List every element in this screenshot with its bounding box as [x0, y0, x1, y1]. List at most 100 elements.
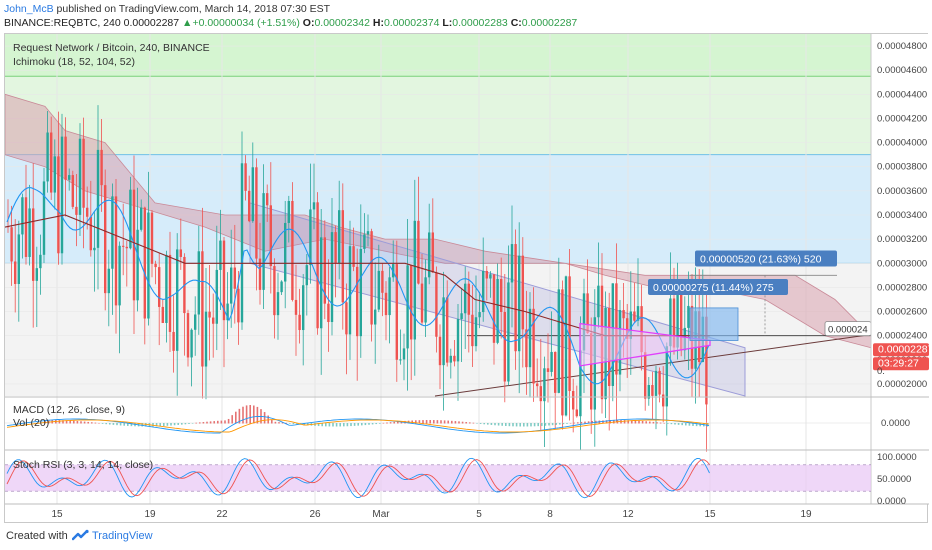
macd-bar	[91, 422, 93, 424]
macd-bar	[393, 421, 395, 424]
candle-body	[384, 292, 388, 316]
macd-bar	[94, 422, 97, 424]
candle-body	[374, 309, 377, 325]
candle-body	[165, 254, 168, 323]
macd-bar	[371, 423, 374, 425]
candle-body	[676, 288, 679, 348]
legend-ichimoku[interactable]: Ichimoku (18, 52, 104, 52)	[13, 56, 135, 68]
macd-line	[6, 415, 710, 434]
macd-bar	[544, 423, 547, 426]
right-box-text: 0.000024	[828, 325, 868, 336]
candle-body	[633, 311, 636, 321]
macd-bar	[364, 423, 367, 426]
candle-body	[546, 368, 550, 372]
macd-bar	[447, 420, 449, 424]
macd-bar	[184, 423, 187, 425]
candle-body	[572, 391, 575, 410]
macd-bar	[591, 421, 593, 424]
macd-bar	[274, 421, 277, 424]
macd-tick-label: 0.0000	[881, 418, 910, 429]
legend-title: Request Network / Bitcoin, 240, BINANCE	[13, 42, 210, 54]
macd-bar	[209, 421, 212, 424]
macd-bar	[433, 420, 435, 424]
macd-bar	[202, 422, 205, 424]
candle-body	[568, 276, 571, 392]
legend-volume[interactable]: Vol (20)	[13, 417, 50, 429]
candle-body	[255, 167, 258, 259]
time-tick-label: 5	[476, 509, 482, 520]
stoch-d-line	[6, 459, 710, 497]
range-label-large-bg	[695, 250, 837, 267]
price-tick-label: 0.00004000	[877, 138, 927, 149]
macd-bar	[584, 421, 586, 424]
macd-bar	[645, 421, 647, 424]
candle-body	[53, 156, 56, 193]
candle-body	[168, 254, 172, 332]
legend-macd[interactable]: MACD (12, 26, close, 9)	[13, 404, 126, 416]
macd-bar	[130, 423, 133, 427]
stoch-k-line	[6, 457, 710, 499]
tradingview-logo-icon	[72, 529, 89, 541]
macd-bar	[425, 420, 428, 424]
candle-body	[435, 272, 438, 337]
candle-body	[194, 314, 197, 330]
candle-body	[438, 336, 442, 366]
candle-body	[251, 167, 254, 222]
candle-body	[478, 312, 481, 318]
macd-bar	[476, 423, 478, 424]
macd-bar	[220, 420, 223, 424]
price-axis-bg	[871, 34, 929, 504]
candle-body	[431, 232, 434, 273]
candle-body	[424, 277, 427, 323]
candle-body	[147, 212, 150, 319]
chart-canvas[interactable]: 0.00000520 (21.63%) 520 0.00000275 (11.44…	[5, 34, 929, 524]
open-label: O:	[302, 17, 315, 29]
footer: Created with TradingView	[0, 523, 932, 550]
candle-body	[208, 311, 211, 318]
macd-bar	[357, 423, 359, 426]
macd-bar	[652, 421, 655, 424]
candle-body	[356, 266, 359, 337]
macd-bar	[328, 423, 331, 427]
macd-bar	[224, 420, 226, 424]
candle-body	[204, 311, 208, 367]
last-price: 0.00002287	[123, 17, 180, 29]
candle-body	[71, 175, 74, 207]
candle-body	[197, 251, 200, 315]
candle-body	[654, 370, 658, 396]
macd-bar	[170, 423, 172, 426]
candle-body	[467, 283, 470, 315]
candle-body	[93, 247, 96, 251]
macd-bar	[123, 423, 125, 426]
candle-body	[428, 232, 431, 278]
macd-bar	[332, 423, 334, 427]
price-tick-label: 0.00004400	[877, 89, 927, 100]
candle-body	[413, 220, 416, 340]
macd-bar	[443, 420, 446, 424]
candle-body	[111, 196, 114, 269]
legend-stoch-rsi[interactable]: Stoch RSI (3, 3, 14, 14, close)	[13, 459, 154, 471]
macd-bar	[541, 423, 543, 426]
candle-body	[669, 298, 672, 347]
chart-frame[interactable]: 0.00000520 (21.63%) 520 0.00000275 (11.44…	[4, 33, 929, 524]
macd-bar	[155, 423, 158, 427]
macd-bar	[278, 422, 280, 424]
price-tick-label: 0.00003800	[877, 162, 927, 173]
tradingview-brand[interactable]: TradingView	[92, 530, 153, 542]
candle-body	[514, 244, 517, 352]
author-link[interactable]: John_McB	[4, 3, 54, 15]
macd-bar	[667, 423, 669, 424]
macd-bar	[526, 423, 529, 427]
candle-body	[258, 258, 262, 290]
macd-bar	[62, 420, 64, 424]
candle-body	[492, 274, 496, 343]
candle-body	[496, 278, 499, 343]
macd-bar	[80, 421, 82, 424]
candle-body	[662, 394, 665, 407]
macd-bar	[422, 420, 424, 424]
candle-body	[305, 265, 308, 286]
macd-bar	[296, 423, 298, 425]
candle-body	[345, 302, 348, 335]
time-tick-label: 19	[800, 509, 812, 520]
candle-body	[489, 274, 492, 279]
